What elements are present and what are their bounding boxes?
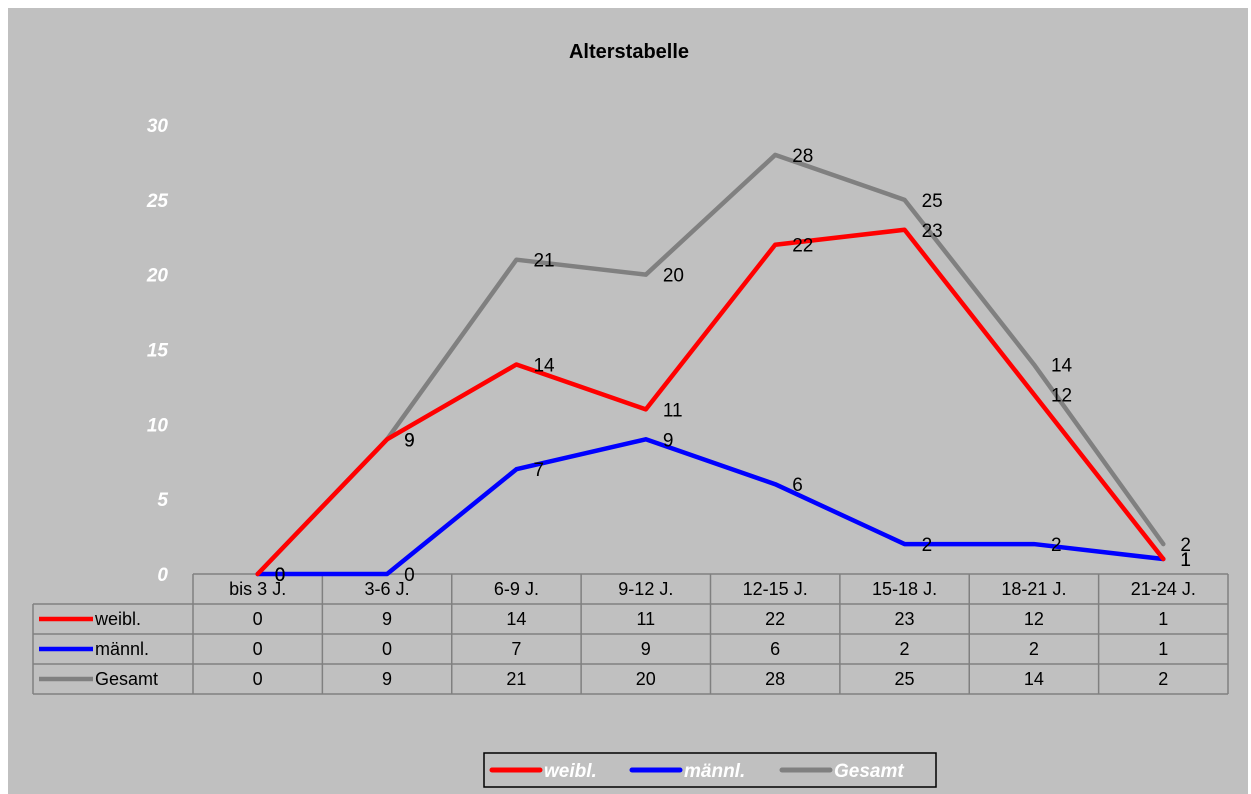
y-tick-label: 25 [146,191,169,212]
y-axis: 0 5 10 15 20 25 30 [146,116,169,586]
y-tick-label: 10 [147,415,169,436]
data-label: 0 [275,565,286,586]
table-cell: 12 [1024,609,1044,629]
table-cell: 0 [253,609,263,629]
table-cell: 1 [1158,609,1168,629]
category-label: 18-21 J. [1001,579,1066,599]
y-tick-label: 15 [147,341,169,362]
data-label: 2 [922,535,933,556]
data-label: 28 [792,146,813,167]
data-label: 11 [663,400,683,421]
data-label: 21 [533,251,554,272]
table-series-name: weibl. [94,609,141,629]
data-label: 20 [663,266,684,287]
table-cell: 11 [636,609,655,629]
table-cell: 14 [506,609,526,629]
y-tick-label: 0 [157,565,168,586]
data-label: 7 [533,460,544,481]
table-cell: 2 [1158,669,1168,689]
legend-box [483,752,937,788]
data-label: 23 [922,221,943,242]
table-cell: 22 [765,609,785,629]
data-label: 2 [1051,535,1062,556]
data-table: bis 3 J. 3-6 J. 6-9 J. 9-12 J. 12-15 J. 15-18… [32,573,1229,695]
y-tick-label: 20 [146,266,169,287]
table-cell: 9 [382,609,392,629]
table-cell: 0 [382,639,392,659]
series-line-1 [255,437,1166,577]
data-label: 0 [275,565,286,586]
data-label: 22 [792,236,813,257]
table-cell: 9 [641,639,651,659]
table-series-name: männl. [95,639,149,659]
table-cell: 2 [1029,639,1039,659]
table-cell: 14 [1024,669,1044,689]
table-cell: 6 [770,639,780,659]
legend-label: Gesamt [834,761,904,782]
category-label: 9-12 J. [618,579,673,599]
data-label: 1 [1180,550,1191,571]
table-cell: 1 [1158,639,1168,659]
data-label: 2 [1180,535,1191,556]
data-label: 1 [1180,550,1191,571]
table-cell: 23 [895,609,915,629]
data-label: 9 [663,430,674,451]
data-label: 0 [275,565,286,586]
legend: weibl. männl. Gesamt [483,752,937,788]
category-label: bis 3 J. [229,579,286,599]
table-cell: 25 [895,669,915,689]
y-tick-label: 30 [147,116,169,137]
series-line-2 [255,152,1166,577]
legend-label: männl. [684,761,745,782]
table-cell: 0 [253,639,263,659]
data-label: 14 [1051,355,1073,376]
table-cell: 7 [511,639,521,659]
category-label: 3-6 J. [365,579,410,599]
data-label: 9 [404,430,415,451]
legend-label: weibl. [544,761,597,782]
table-cell: 0 [253,669,263,689]
series-lines [255,152,1166,577]
table-cell: 20 [636,669,656,689]
chart-title: Alterstabelle [569,41,689,63]
table-cell: 28 [765,669,785,689]
table-cell: 2 [900,639,910,659]
table-cell: 9 [382,669,392,689]
category-label: 21-24 J. [1131,579,1196,599]
series-line-0 [255,227,1166,577]
table-series-name: Gesamt [95,669,158,689]
data-label: 6 [792,475,803,496]
chart-area: Alterstabelle 0 5 10 15 20 25 30 bis 3 J. 3-6 J… [8,8,1248,794]
category-label: 12-15 J. [743,579,808,599]
data-label: 14 [533,355,555,376]
category-label: 6-9 J. [494,579,539,599]
y-tick-label: 5 [157,490,168,511]
data-label: 25 [922,191,943,212]
table-cell: 21 [506,669,526,689]
data-label: 0 [404,565,415,586]
category-label: 15-18 J. [872,579,937,599]
data-label: 12 [1051,385,1072,406]
data-label: 9 [404,430,415,451]
